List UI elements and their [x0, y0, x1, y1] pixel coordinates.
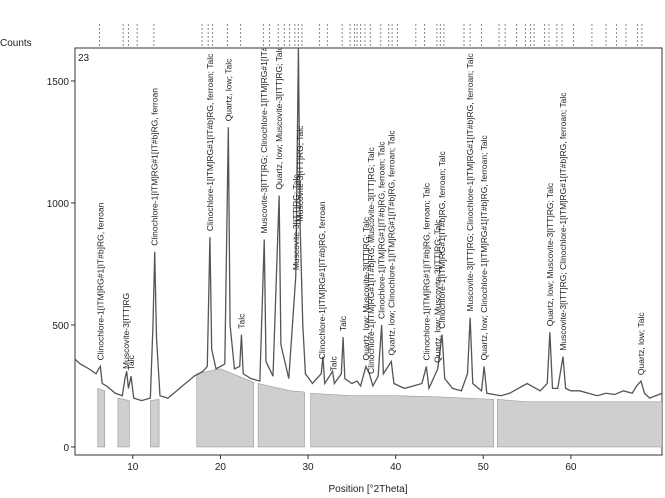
- peak-label: Quartz, low; Muscovite-3[ITT]RG; Talc: [274, 45, 284, 189]
- peak-label: Muscovite-3[ITT]RG; Clinochlore-1[ITM]RG…: [465, 53, 475, 312]
- peak-label: Muscovite-3[ITT]RG; Clinochlore-1[ITM]RG…: [558, 92, 568, 351]
- peak-label: Quartz, low; Clinochlore-1[ITM]RG#1[IT#b…: [386, 130, 396, 356]
- peak-label: Muscovite-3[ITT]RG: [121, 293, 131, 369]
- peak-label: Clinochlore-1[ITM]RG#1[IT#b]RG, ferroan: [150, 88, 160, 246]
- peak-label: Quartz, low; Clinochlore-1[ITM]RG#1[IT#b…: [479, 135, 489, 361]
- peak-label: Clinochlore-1[ITM]RG#1[IT#b]RG, ferroan;…: [437, 150, 447, 328]
- y-tick-label: 500: [52, 321, 69, 332]
- profile-area: [97, 368, 662, 448]
- x-axis-label: Position [°2Theta]: [328, 484, 407, 495]
- peak-label: Clinochlore-1[ITM]RG#1[IT#b]RG; Muscovit…: [366, 147, 376, 374]
- y-tick-label: 1000: [47, 199, 70, 210]
- peak-label: Quartz, low; Muscovite-3[ITT]RG; Talc: [361, 216, 371, 360]
- peak-label: Muscovite-3[ITT]RG; Clinochlore-1[ITM]RG…: [259, 0, 269, 234]
- y-axis-label: Counts: [0, 38, 32, 49]
- peak-label: Clinochlore-1[ITM]RG#1[IT#b]RG, ferroan: [317, 201, 327, 359]
- peak-label: Muscovite-3[ITT]RG; Talc: [291, 174, 301, 270]
- peak-label: Quartz, low; Talc: [223, 58, 233, 121]
- peak-label: Talc: [338, 315, 348, 331]
- peak-label: Clinochlore-1[ITM]RG#1[IT#b]RG, ferroan;…: [377, 141, 387, 319]
- panel-label: 23: [78, 53, 90, 64]
- peak-label: Talc: [328, 356, 338, 372]
- x-tick-label: 20: [215, 462, 227, 473]
- y-tick-label: 1500: [47, 77, 70, 88]
- spectrum-line: [75, 48, 662, 402]
- y-tick-label: 0: [63, 443, 69, 454]
- x-tick-label: 10: [127, 462, 139, 473]
- peak-label: Clinochlore-1[ITM]RG#1[IT#b]RG, ferroan: [95, 202, 105, 360]
- x-tick-label: 30: [302, 462, 314, 473]
- peak-label: Quartz, low; Muscovite-3[ITT]RG; Talc: [545, 182, 555, 326]
- plot-frame: [74, 47, 663, 456]
- x-tick-label: 60: [565, 462, 577, 473]
- peak-label: Talc: [236, 313, 246, 329]
- plot-area: Clinochlore-1[ITM]RG#1[IT#b]RG, ferroan M…: [75, 0, 662, 448]
- peak-label: Clinochlore-1[ITM]RG#1[IT#b]RG, ferroan;…: [205, 53, 215, 231]
- peak-label: Muscovite-3[ITT]RG; Talc: [295, 125, 305, 221]
- peak-label: Talc: [126, 354, 136, 370]
- x-tick-label: 50: [478, 462, 490, 473]
- peak-label: Quartz, low; Talc: [636, 312, 646, 375]
- peak-label: Quartz, low; Muscovite-3[ITT]RG; Talc: [433, 219, 443, 363]
- x-tick-label: 40: [390, 462, 402, 473]
- peak-label: Clinochlore-1[ITM]RG#1[IT#b]RG, ferroan;…: [421, 182, 431, 360]
